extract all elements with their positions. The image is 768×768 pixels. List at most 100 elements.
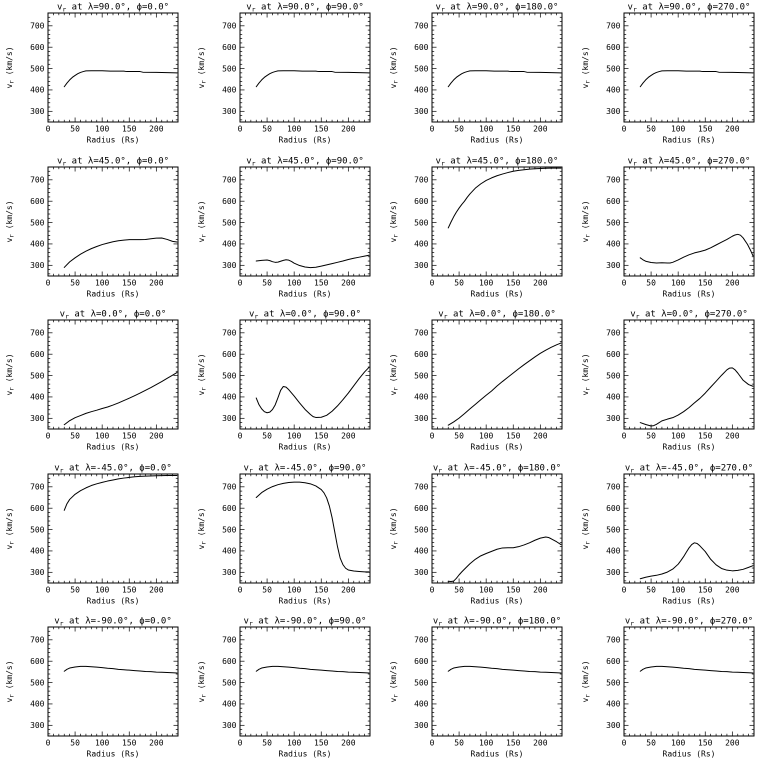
x-axis-label: Radius (Rs)	[279, 289, 332, 298]
plot-title: vr at λ=-45.0°, ϕ=90.0°	[244, 463, 367, 474]
x-tick-label: 0	[46, 124, 51, 133]
subplot-lambda-45.0-phi90.0: 0 50 100 150 200 300 400 500 600 700 vr at λ=-45.0…	[192, 460, 384, 615]
x-tick-label: 50	[262, 278, 272, 287]
plot-title: vr at λ=90.0°, ϕ=0.0°	[57, 2, 169, 13]
y-tick-label: 500	[414, 525, 429, 534]
y-axis-label: vr (km/s)	[581, 354, 592, 396]
x-axis-label: Radius (Rs)	[663, 135, 716, 144]
data-curve	[639, 70, 754, 88]
y-tick-label: 400	[222, 700, 237, 709]
y-tick-label: 400	[222, 86, 237, 95]
y-tick-label: 300	[606, 568, 621, 577]
data-curve	[639, 542, 754, 580]
x-tick-label: 200	[725, 585, 740, 594]
x-tick-label: 50	[646, 585, 656, 594]
y-axis-label: vr (km/s)	[581, 46, 592, 88]
y-tick-label: 400	[30, 86, 45, 95]
y-tick-label: 600	[222, 197, 237, 206]
plot-background	[384, 0, 576, 154]
x-tick-label: 0	[238, 124, 243, 133]
x-tick-label: 0	[430, 278, 435, 287]
y-tick-label: 600	[414, 657, 429, 666]
plot-box	[623, 626, 755, 737]
plot-background	[384, 307, 576, 461]
data-curve	[63, 474, 178, 511]
plot-title: vr at λ=90.0°, ϕ=90.0°	[246, 2, 364, 13]
x-tick-label: 50	[646, 739, 656, 748]
x-tick-label: 0	[622, 432, 627, 441]
y-tick-label: 400	[30, 239, 45, 248]
x-tick-label: 0	[622, 278, 627, 287]
y-axis-label: vr (km/s)	[5, 507, 16, 549]
subplot-lambda-90.0-phi270.0: 0 50 100 150 200 300 400 500 600 700 vr at λ=-90.0…	[576, 614, 768, 768]
y-tick-label: 500	[222, 372, 237, 381]
y-tick-label: 300	[606, 721, 621, 730]
x-tick-label: 0	[238, 585, 243, 594]
data-curve	[255, 254, 370, 268]
plot-background	[192, 307, 384, 461]
plot-title: vr at λ=0.0°, ϕ=90.0°	[249, 310, 361, 321]
y-tick-label: 400	[222, 393, 237, 402]
plot-title: vr at λ=45.0°, ϕ=270.0°	[628, 156, 751, 167]
plot-title: vr at λ=-90.0°, ϕ=0.0°	[54, 617, 172, 628]
y-axis-label: vr (km/s)	[5, 200, 16, 242]
plot-title: vr at λ=0.0°, ϕ=270.0°	[630, 310, 748, 321]
x-tick-label: 150	[122, 124, 137, 133]
y-tick-label: 300	[222, 261, 237, 270]
x-tick-label: 50	[646, 124, 656, 133]
y-tick-label: 500	[606, 218, 621, 227]
y-tick-label: 700	[414, 636, 429, 645]
plot-background	[576, 460, 768, 615]
y-tick-label: 600	[222, 504, 237, 513]
x-axis-label: Radius (Rs)	[279, 750, 332, 759]
x-tick-label: 50	[70, 432, 80, 441]
data-curve	[639, 233, 754, 264]
plot-background	[192, 153, 384, 308]
data-curve	[447, 666, 562, 674]
x-tick-label: 150	[314, 585, 329, 594]
y-tick-label: 700	[222, 482, 237, 491]
x-tick-label: 100	[95, 739, 110, 748]
y-tick-label: 700	[414, 329, 429, 338]
plot-title: vr at λ=90.0°, ϕ=270.0°	[628, 2, 751, 13]
x-tick-label: 150	[314, 278, 329, 287]
y-tick-label: 500	[414, 372, 429, 381]
x-axis-label: Radius (Rs)	[471, 135, 524, 144]
y-tick-label: 700	[30, 482, 45, 491]
y-tick-label: 600	[414, 197, 429, 206]
subplot-lambda0.0-phi270.0: 0 50 100 150 200 300 400 500 600 700 vr at λ=0.0°,…	[576, 307, 768, 461]
data-curve	[447, 536, 562, 582]
y-tick-label: 300	[222, 414, 237, 423]
y-axis-label: vr (km/s)	[581, 661, 592, 703]
y-tick-label: 700	[606, 482, 621, 491]
x-tick-label: 0	[622, 585, 627, 594]
y-axis-label: vr (km/s)	[389, 661, 400, 703]
x-tick-label: 0	[238, 278, 243, 287]
y-tick-label: 700	[414, 482, 429, 491]
y-tick-label: 300	[414, 568, 429, 577]
x-tick-label: 100	[671, 739, 686, 748]
data-curve	[447, 342, 562, 426]
x-tick-label: 50	[262, 124, 272, 133]
plot-title: vr at λ=-45.0°, ϕ=0.0°	[54, 463, 172, 474]
plot-background	[0, 153, 192, 308]
y-tick-label: 400	[30, 393, 45, 402]
y-axis-label: vr (km/s)	[5, 354, 16, 396]
y-tick-label: 300	[222, 107, 237, 116]
x-tick-label: 100	[287, 124, 302, 133]
x-tick-label: 100	[671, 278, 686, 287]
x-axis-label: Radius (Rs)	[279, 443, 332, 452]
x-axis-label: Radius (Rs)	[471, 443, 524, 452]
data-curve	[63, 70, 178, 88]
y-tick-label: 500	[222, 64, 237, 73]
x-tick-label: 150	[314, 739, 329, 748]
x-tick-label: 150	[122, 585, 137, 594]
x-tick-label: 200	[533, 585, 548, 594]
y-tick-label: 300	[606, 414, 621, 423]
plot-background	[0, 614, 192, 768]
x-tick-label: 50	[454, 278, 464, 287]
y-tick-label: 500	[606, 679, 621, 688]
x-tick-label: 150	[698, 124, 713, 133]
y-tick-label: 600	[30, 43, 45, 52]
